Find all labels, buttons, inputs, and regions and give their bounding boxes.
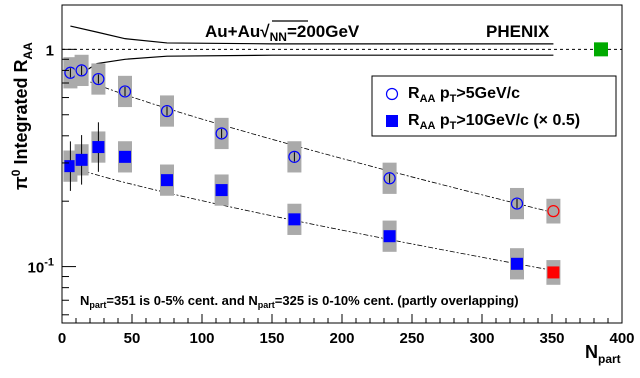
square-point-7 xyxy=(383,230,396,243)
circle-point-1 xyxy=(75,64,88,77)
circle-point-2 xyxy=(92,72,105,86)
data-points xyxy=(63,42,608,285)
x-tick-label-250: 250 xyxy=(399,330,424,347)
fit-curve-series-0 xyxy=(70,72,557,214)
square-point-5 xyxy=(215,184,228,197)
square-point-1 xyxy=(75,153,88,166)
circle-point-3 xyxy=(118,85,132,98)
legend-marker-open-circle xyxy=(385,87,399,101)
plot-frame xyxy=(61,4,623,324)
fit-curves xyxy=(70,72,557,272)
band-upper xyxy=(70,25,554,45)
syst-box xyxy=(546,198,561,224)
experiment-label: PHENIX xyxy=(486,22,550,41)
legend-marker-filled-square xyxy=(386,115,398,127)
x-tick-label-100: 100 xyxy=(189,330,214,347)
x-tick-label-0: 0 xyxy=(58,330,66,347)
y-tick-label-1: 10-1 xyxy=(28,257,54,277)
circle-point-7 xyxy=(383,172,396,185)
legend-entry-5gev: RAA pT>5GeV/c xyxy=(408,85,520,105)
x-tick-label-50: 50 xyxy=(124,330,141,347)
square-point-2 xyxy=(92,141,105,154)
legend: RAA pT>5GeV/c RAA pT>10GeV/c (× 0.5) xyxy=(371,75,617,137)
normalization-box xyxy=(594,42,608,57)
fit-curve-series-1 xyxy=(70,165,557,272)
x-tick-label-200: 200 xyxy=(329,330,354,347)
square-point-6 xyxy=(288,213,301,226)
axes: 0 50 100 150 200 250 300 350 400 1 10-1 xyxy=(28,42,635,347)
circle-point-5 xyxy=(215,127,228,140)
extra-point-1 xyxy=(547,266,560,279)
square-point-3 xyxy=(119,150,131,163)
x-tick-label-400: 400 xyxy=(609,330,634,347)
x-tick-label-300: 300 xyxy=(469,330,494,347)
legend-box xyxy=(371,75,617,137)
square-point-8 xyxy=(511,257,523,270)
square-point-4 xyxy=(161,174,173,187)
circle-point-6 xyxy=(288,150,301,163)
y-tick-label-0: 1 xyxy=(46,42,54,59)
system-label: Au+Au√NN=200GeV xyxy=(205,22,360,44)
x-axis-title: Npart xyxy=(585,342,621,366)
circle-point-8 xyxy=(510,197,524,210)
circle-point-4 xyxy=(160,104,174,118)
x-tick-label-350: 350 xyxy=(539,330,564,347)
y-axis-title: π0 Integrated RAA xyxy=(9,42,35,190)
x-tick-label-150: 150 xyxy=(259,330,284,347)
extra-point-0 xyxy=(547,205,560,218)
footnote: Npart=351 is 0-5% cent. and Npart=325 is… xyxy=(80,293,519,310)
legend-entry-10gev: RAA pT>10GeV/c (× 0.5) xyxy=(408,112,580,132)
